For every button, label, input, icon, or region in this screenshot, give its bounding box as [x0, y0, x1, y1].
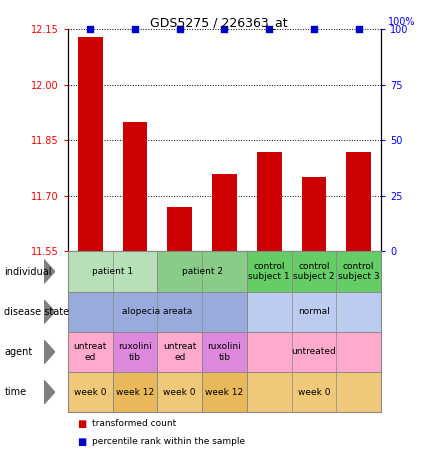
Text: patient 2: patient 2	[182, 267, 223, 276]
Point	[221, 26, 228, 33]
Bar	[167, 207, 192, 251]
Point	[311, 26, 318, 33]
Text: control
subject 3: control subject 3	[338, 262, 379, 281]
Polygon shape	[44, 380, 55, 404]
Text: control
subject 2: control subject 2	[293, 262, 335, 281]
Text: ruxolini
tib: ruxolini tib	[208, 342, 241, 361]
Polygon shape	[44, 260, 55, 284]
Point	[131, 26, 138, 33]
Text: normal: normal	[298, 307, 330, 316]
Text: patient 1: patient 1	[92, 267, 133, 276]
Polygon shape	[44, 340, 55, 364]
Text: ■: ■	[77, 437, 86, 447]
Text: time: time	[4, 387, 27, 397]
Text: individual: individual	[4, 266, 52, 276]
Text: untreat
ed: untreat ed	[74, 342, 107, 361]
Text: untreat
ed: untreat ed	[163, 342, 196, 361]
Text: week 0: week 0	[74, 388, 106, 397]
Point	[176, 26, 183, 33]
Bar	[346, 152, 371, 251]
Text: 100%: 100%	[388, 17, 416, 27]
Text: week 12: week 12	[116, 388, 154, 397]
Bar	[302, 178, 326, 251]
Text: week 0: week 0	[163, 388, 196, 397]
Text: week 12: week 12	[205, 388, 244, 397]
Text: ■: ■	[77, 419, 86, 429]
Point	[355, 26, 362, 33]
Bar	[257, 152, 282, 251]
Text: transformed count: transformed count	[92, 419, 176, 428]
Bar	[212, 174, 237, 251]
Text: GDS5275 / 226363_at: GDS5275 / 226363_at	[150, 16, 288, 29]
Text: control
subject 1: control subject 1	[248, 262, 290, 281]
Text: untreated: untreated	[292, 347, 336, 357]
Text: percentile rank within the sample: percentile rank within the sample	[92, 437, 245, 446]
Text: agent: agent	[4, 347, 32, 357]
Text: week 0: week 0	[298, 388, 330, 397]
Text: ruxolini
tib: ruxolini tib	[118, 342, 152, 361]
Polygon shape	[44, 300, 55, 324]
Point	[266, 26, 273, 33]
Bar	[78, 37, 102, 251]
Text: disease state: disease state	[4, 307, 70, 317]
Bar	[123, 122, 147, 251]
Text: alopecia areata: alopecia areata	[122, 307, 192, 316]
Point	[87, 26, 94, 33]
